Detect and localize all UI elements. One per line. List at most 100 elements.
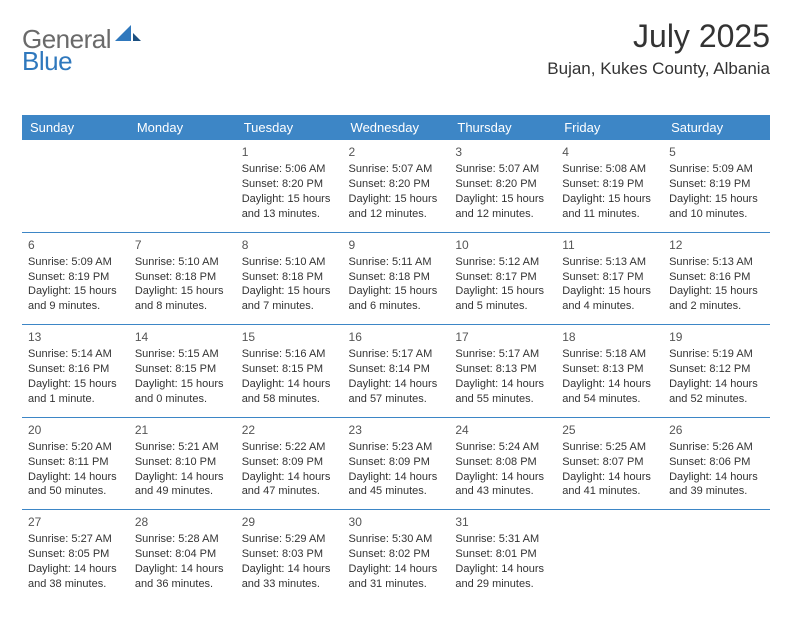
- calendar-day: 11Sunrise: 5:13 AMSunset: 8:17 PMDayligh…: [556, 232, 663, 325]
- calendar-day: 12Sunrise: 5:13 AMSunset: 8:16 PMDayligh…: [663, 232, 770, 325]
- calendar-week: 1Sunrise: 5:06 AMSunset: 8:20 PMDaylight…: [22, 140, 770, 232]
- day-number: 30: [349, 514, 444, 530]
- calendar-day: 18Sunrise: 5:18 AMSunset: 8:13 PMDayligh…: [556, 325, 663, 418]
- calendar-day: 16 Sunrise: 5:17 AMSunset: 8:14 PMDayligh…: [343, 325, 450, 418]
- page-title: July 2025: [547, 18, 770, 55]
- sunset-text: Sunset: 8:17 PM: [562, 270, 657, 285]
- sunrise-text: Sunrise: 5:13 AM: [562, 255, 657, 270]
- sunrise-text: Sunrise: 5:09 AM: [669, 162, 764, 177]
- calendar-day: 9Sunrise: 5:11 AMSunset: 8:18 PMDaylight…: [343, 232, 450, 325]
- sunset-text: Sunset: 8:06 PM: [669, 455, 764, 470]
- daylight-text: Daylight: 14 hours and 55 minutes.: [455, 377, 550, 407]
- calendar-day: 29Sunrise: 5:29 AMSunset: 8:03 PMDayligh…: [236, 510, 343, 602]
- daylight-text: Daylight: 15 hours and 7 minutes.: [242, 284, 337, 314]
- daylight-text: Daylight: 15 hours and 12 minutes.: [349, 192, 444, 222]
- calendar-day: 23Sunrise: 5:23 AMSunset: 8:09 PMDayligh…: [343, 417, 450, 510]
- sunset-text: Sunset: 8:19 PM: [669, 177, 764, 192]
- day-number: 15: [242, 329, 337, 345]
- daylight-text: Daylight: 15 hours and 2 minutes.: [669, 284, 764, 314]
- sunrise-text: Sunrise: 5:21 AM: [135, 440, 230, 455]
- weekday-header: Monday: [129, 115, 236, 140]
- calendar-day: 26Sunrise: 5:26 AMSunset: 8:06 PMDayligh…: [663, 417, 770, 510]
- calendar-day: 19Sunrise: 5:19 AMSunset: 8:12 PMDayligh…: [663, 325, 770, 418]
- sunrise-text: Sunrise: 5:10 AM: [135, 255, 230, 270]
- sunset-text: Sunset: 8:09 PM: [349, 455, 444, 470]
- sunset-text: Sunset: 8:17 PM: [455, 270, 550, 285]
- sunset-text: Sunset: 8:19 PM: [562, 177, 657, 192]
- daylight-text: Daylight: 14 hours and 43 minutes.: [455, 470, 550, 500]
- sunrise-text: Sunrise: 5:17 AM: [455, 347, 550, 362]
- day-number: 13: [28, 329, 123, 345]
- sunrise-text: Sunrise: 5:23 AM: [349, 440, 444, 455]
- calendar-day: 7Sunrise: 5:10 AMSunset: 8:18 PMDaylight…: [129, 232, 236, 325]
- calendar-day: 25Sunrise: 5:25 AMSunset: 8:07 PMDayligh…: [556, 417, 663, 510]
- weekday-header: Saturday: [663, 115, 770, 140]
- sunset-text: Sunset: 8:20 PM: [349, 177, 444, 192]
- daylight-text: Daylight: 14 hours and 38 minutes.: [28, 562, 123, 592]
- daylight-text: Daylight: 14 hours and 54 minutes.: [562, 377, 657, 407]
- sunrise-text: Sunrise: 5:12 AM: [455, 255, 550, 270]
- day-number: 31: [455, 514, 550, 530]
- sunset-text: Sunset: 8:19 PM: [28, 270, 123, 285]
- sunrise-text: Sunrise: 5:26 AM: [669, 440, 764, 455]
- day-number: 9: [349, 237, 444, 253]
- day-number: 18: [562, 329, 657, 345]
- title-block: July 2025 Bujan, Kukes County, Albania: [547, 18, 770, 79]
- calendar-day: 30Sunrise: 5:30 AMSunset: 8:02 PMDayligh…: [343, 510, 450, 602]
- calendar-empty: [556, 510, 663, 602]
- sunrise-text: Sunrise: 5:17 AM: [349, 347, 444, 362]
- daylight-text: Daylight: 15 hours and 6 minutes.: [349, 284, 444, 314]
- daylight-text: Daylight: 15 hours and 1 minute.: [28, 377, 123, 407]
- calendar-day: 31 Sunrise: 5:31 AMSunset: 8:01 PMDayligh…: [449, 510, 556, 602]
- calendar-day: 3Sunrise: 5:07 AMSunset: 8:20 PMDaylight…: [449, 140, 556, 232]
- weekday-header: Wednesday: [343, 115, 450, 140]
- day-number: 25: [562, 422, 657, 438]
- sunset-text: Sunset: 8:01 PM: [455, 547, 550, 562]
- day-number: 11: [562, 237, 657, 253]
- calendar-page: General July 2025 Bujan, Kukes County, A…: [0, 0, 792, 620]
- day-number: 1: [242, 144, 337, 160]
- sunrise-text: Sunrise: 5:31 AM: [455, 532, 550, 547]
- daylight-text: Daylight: 15 hours and 12 minutes.: [455, 192, 550, 222]
- weekday-row: SundayMondayTuesdayWednesdayThursdayFrid…: [22, 115, 770, 140]
- daylight-text: Daylight: 14 hours and 50 minutes.: [28, 470, 123, 500]
- sunrise-text: Sunrise: 5:27 AM: [28, 532, 123, 547]
- sunset-text: Sunset: 8:16 PM: [669, 270, 764, 285]
- daylight-text: Daylight: 15 hours and 13 minutes.: [242, 192, 337, 222]
- daylight-text: Daylight: 14 hours and 29 minutes.: [455, 562, 550, 592]
- sunrise-text: Sunrise: 5:07 AM: [349, 162, 444, 177]
- sunrise-text: Sunrise: 5:13 AM: [669, 255, 764, 270]
- calendar-day: 21Sunrise: 5:21 AMSunset: 8:10 PMDayligh…: [129, 417, 236, 510]
- sunset-text: Sunset: 8:08 PM: [455, 455, 550, 470]
- sunrise-text: Sunrise: 5:18 AM: [562, 347, 657, 362]
- sunset-text: Sunset: 8:20 PM: [242, 177, 337, 192]
- calendar-day: 15Sunrise: 5:16 AMSunset: 8:15 PMDayligh…: [236, 325, 343, 418]
- day-number: 29: [242, 514, 337, 530]
- sunrise-text: Sunrise: 5:15 AM: [135, 347, 230, 362]
- calendar-body: 1Sunrise: 5:06 AMSunset: 8:20 PMDaylight…: [22, 140, 770, 602]
- sunrise-text: Sunrise: 5:30 AM: [349, 532, 444, 547]
- calendar-day: 22Sunrise: 5:22 AMSunset: 8:09 PMDayligh…: [236, 417, 343, 510]
- calendar-empty: [129, 140, 236, 232]
- daylight-text: Daylight: 14 hours and 36 minutes.: [135, 562, 230, 592]
- daylight-text: Daylight: 15 hours and 10 minutes.: [669, 192, 764, 222]
- sunrise-text: Sunrise: 5:06 AM: [242, 162, 337, 177]
- calendar-empty: [22, 140, 129, 232]
- day-number: 2: [349, 144, 444, 160]
- calendar-day: 6Sunrise: 5:09 AMSunset: 8:19 PMDaylight…: [22, 232, 129, 325]
- sunrise-text: Sunrise: 5:20 AM: [28, 440, 123, 455]
- weekday-header: Friday: [556, 115, 663, 140]
- weekday-header: Thursday: [449, 115, 556, 140]
- sunset-text: Sunset: 8:16 PM: [28, 362, 123, 377]
- calendar-day: 5Sunrise: 5:09 AMSunset: 8:19 PMDaylight…: [663, 140, 770, 232]
- calendar-week: 13Sunrise: 5:14 AMSunset: 8:16 PMDayligh…: [22, 325, 770, 418]
- sunset-text: Sunset: 8:14 PM: [349, 362, 444, 377]
- sunset-text: Sunset: 8:18 PM: [349, 270, 444, 285]
- sunrise-text: Sunrise: 5:14 AM: [28, 347, 123, 362]
- daylight-text: Daylight: 14 hours and 57 minutes.: [349, 377, 444, 407]
- sunset-text: Sunset: 8:15 PM: [135, 362, 230, 377]
- calendar-head: SundayMondayTuesdayWednesdayThursdayFrid…: [22, 115, 770, 140]
- daylight-text: Daylight: 15 hours and 9 minutes.: [28, 284, 123, 314]
- weekday-header: Tuesday: [236, 115, 343, 140]
- day-number: 16: [349, 329, 444, 345]
